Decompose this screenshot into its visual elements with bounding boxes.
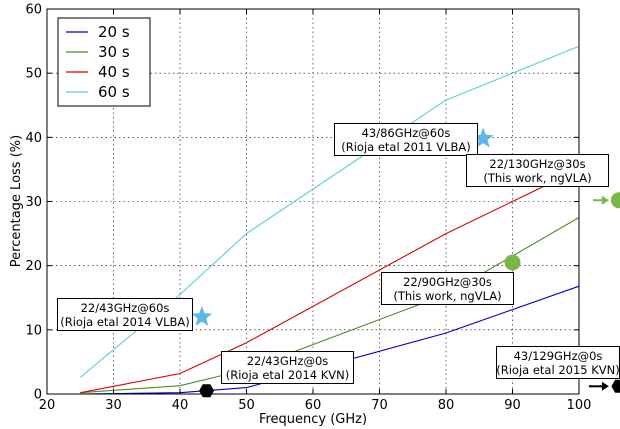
marker-star [191,306,213,326]
annotation-line-2: (This work, ngVLA) [483,171,591,185]
marker-hexagon [199,384,215,398]
x-tick-label: 20 [39,398,56,413]
legend-label: 20 s [98,23,130,41]
legend-label: 60 s [98,83,130,101]
y-tick-label: 20 [25,259,42,274]
x-tick-label: 80 [438,398,455,413]
annotation-line-1: 43/129GHz@0s [514,349,603,363]
legend-label: 30 s [98,43,130,61]
y-tick-label: 10 [25,323,42,338]
arrows [588,195,609,391]
annotation-line-2: (Rioja etal 2014 KVN) [226,368,350,382]
annotation-frame [381,272,514,305]
x-tick-label: 50 [238,398,255,413]
ticks: 20 30 40 50 60 70 80 90 100 0 10 20 30 40 50 60 [25,3,591,414]
annotation-box: 22/43GHz@60s(Rioja etal 2014 VLBA) [57,298,193,331]
annotation-box: 22/130GHz@30s(This work, ngVLA) [466,154,609,187]
marker-star [472,127,494,148]
annotation-line-1: 43/86GHz@60s [362,126,451,140]
legend: 20 s 30 s 40 s 60 s [57,17,151,107]
legend-frame [57,17,151,107]
annotation-line-2: (Rioja etal 2011 VLBA) [341,140,471,154]
y-tick-label: 40 [25,131,42,146]
series-lines [79,45,580,395]
y-tick-label: 0 [34,388,42,403]
x-tick-label: 30 [105,398,122,413]
y-axis-label: Percentage Loss (%) [9,135,24,267]
annotation-line-2: (Rioja etal 2014 VLBA) [60,315,190,329]
annotation-line-2: (Rioja etal 2015 KVN) [496,363,620,377]
arrow-head [601,195,609,205]
marker-circle [504,254,521,271]
x-axis-label: Frequency (GHz) [259,412,367,427]
y-tick-label: 30 [25,195,42,210]
annotation-frame [221,351,354,384]
y-tick-label: 50 [25,67,42,82]
annotation-box: 22/90GHz@30s(This work, ngVLA) [381,272,514,305]
marker-circle [610,192,620,209]
annotation-frame [334,123,478,156]
annotation-line-1: 22/130GHz@30s [489,157,585,171]
annotation-box: 22/43GHz@0s(Rioja etal 2014 KVN) [221,351,354,384]
x-tick-label: 70 [371,398,388,413]
series-line-40s [80,168,580,394]
x-tick-label: 100 [567,398,592,413]
x-tick-label: 90 [504,398,521,413]
annotations: 43/86GHz@60s(Rioja etal 2011 VLBA) 22/43G… [57,123,620,384]
annotation-box: 43/86GHz@60s(Rioja etal 2011 VLBA) [334,123,478,156]
annotation-frame [466,154,609,187]
annotation-line-1: 22/90GHz@30s [403,275,492,289]
annotation-line-1: 22/43GHz@60s [81,301,170,315]
annotation-frame [496,346,620,379]
annotation-line-1: 22/43GHz@0s [247,354,329,368]
x-tick-label: 40 [172,398,189,413]
x-tick-label: 60 [305,398,322,413]
marker-hexagon [611,379,620,393]
y-tick-label: 60 [25,3,42,18]
legend-label: 40 s [98,63,130,81]
annotation-line-2: (This work, ngVLA) [393,289,501,303]
annotation-frame [57,298,193,331]
annotation-box: 43/129GHz@0s(Rioja etal 2015 KVN) [496,346,620,379]
series-line-20s [80,285,580,395]
arrow-head [601,381,609,391]
